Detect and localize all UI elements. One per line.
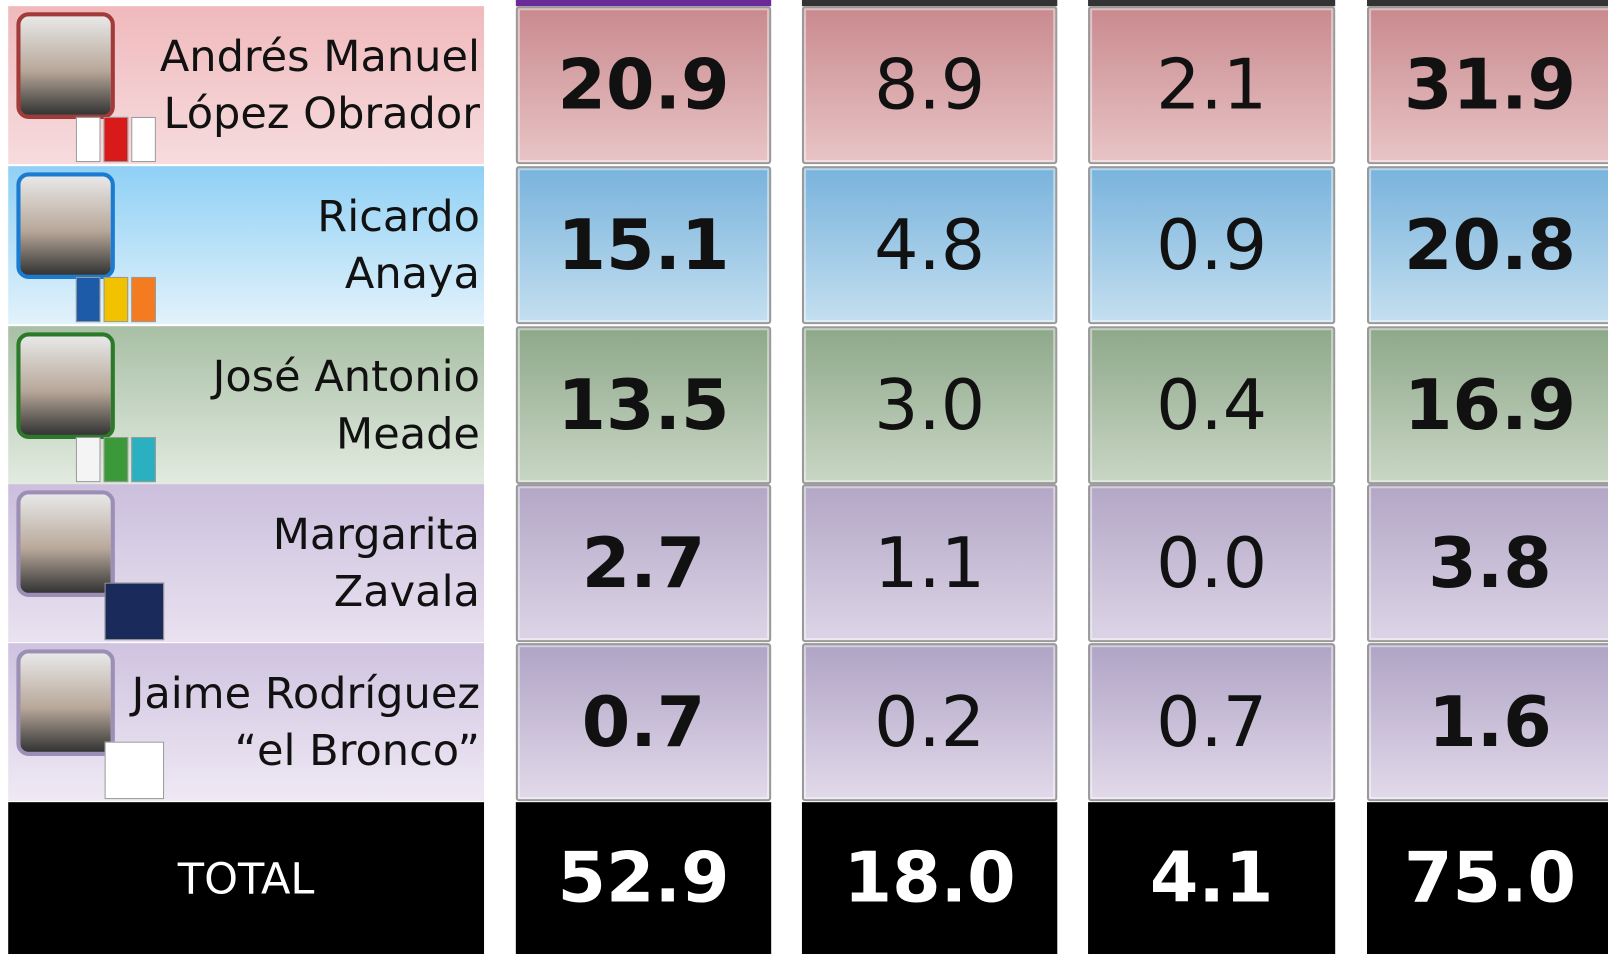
name-line: Jaime Rodríguez [132,665,480,722]
party-logo [104,117,129,162]
candidate-photo [16,490,114,597]
value-cell: 2.1 [1088,6,1335,164]
party-logo [76,117,101,162]
vote-table: Andrés ManuelLópez Obrador 20.98.92.131.9… [0,0,1608,954]
value-cell: 1.1 [802,484,1057,642]
name-line: Meade [213,405,480,462]
candidate-photo [16,172,114,279]
name-cell: Jaime Rodríguez“el Bronco” [8,643,484,801]
party-logo [104,437,129,482]
name-line: Andrés Manuel [160,28,480,85]
party-logo [76,437,101,482]
name-line: Zavala [273,563,480,620]
candidate-photo [16,649,114,756]
value-cell: 0.9 [1088,166,1335,324]
value-cell: 0.2 [802,643,1057,801]
party-logo [131,117,156,162]
total-value: 4.1 [1088,802,1335,954]
candidate-name: Jaime Rodríguez“el Bronco” [132,665,480,780]
page: Andrés ManuelLópez Obrador 20.98.92.131.9… [0,0,1608,954]
candidate-photo [16,12,114,119]
name-line: “el Bronco” [132,722,480,779]
total-label: TOTAL [8,802,484,954]
value-cell: 13.5 [516,326,771,484]
name-line: José Antonio [213,348,480,405]
candidate-photo [16,332,114,439]
value-cell: 4.8 [802,166,1057,324]
value-cell: 3.8 [1367,484,1608,642]
value-cell: 0.7 [516,643,771,801]
name-line: Anaya [317,245,480,302]
value-cell: 2.7 [516,484,771,642]
name-line: Margarita [273,506,480,563]
value-cell: 1.6 [1367,643,1608,801]
party-logo [131,437,156,482]
value-cell: 31.9 [1367,6,1608,164]
value-cell: 0.7 [1088,643,1335,801]
value-cell: 0.0 [1088,484,1335,642]
value-cell: 0.4 [1088,326,1335,484]
party-logo [104,277,129,322]
value-cell: 20.8 [1367,166,1608,324]
name-line: Ricardo [317,188,480,245]
name-line: López Obrador [160,85,480,142]
value-cell: 3.0 [802,326,1057,484]
party-logo [131,277,156,322]
total-value: 18.0 [802,802,1057,954]
value-cell: 8.9 [802,6,1057,164]
total-value: 75.0 [1367,802,1608,954]
value-cell: 15.1 [516,166,771,324]
total-value: 52.9 [516,802,771,954]
party-logo [105,583,164,640]
value-cell: 16.9 [1367,326,1608,484]
party-logo [76,277,101,322]
value-cell: 20.9 [516,6,771,164]
